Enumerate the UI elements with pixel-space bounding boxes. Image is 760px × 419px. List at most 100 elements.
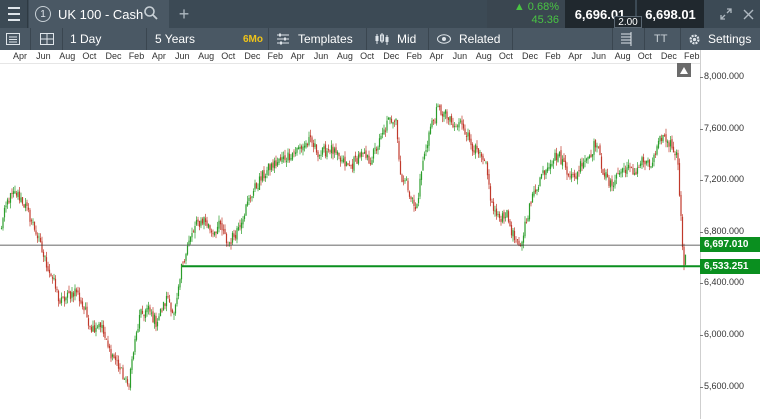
candle-body [519,245,522,246]
candle-body [630,167,633,169]
candle-body [144,310,147,318]
candle-body [155,315,157,327]
candle-body [89,326,91,327]
interval-selector[interactable]: 1 Day [70,32,102,46]
candle-body [38,236,40,238]
candle-body [189,236,192,242]
quick-range-6mo[interactable]: 6Mo [243,33,263,45]
candle-body [641,157,643,166]
candle-body [669,140,672,147]
candle-body [395,118,397,121]
range-selector[interactable]: 5 Years [155,32,196,46]
candle-body [537,187,540,191]
candle-body [416,204,418,209]
candle-body [554,152,556,161]
candle-body [623,168,625,170]
candle-body [62,296,64,298]
change-absolute: 45.36 [531,14,559,26]
candle-body [614,180,616,186]
candle-body [437,105,439,107]
candle-body [498,213,501,219]
text-tool-button[interactable]: TT [654,33,668,45]
candle-body [431,120,433,127]
settings-button[interactable]: Settings [708,32,752,46]
time-axis-label: Dec [522,51,539,61]
candle-body [147,305,150,310]
candle-body [59,300,61,304]
candle-body [563,157,565,162]
candle-body [461,120,463,125]
candle-body [539,177,541,187]
add-tab-button[interactable]: + [178,3,190,24]
spread-badge: 2.00 [614,16,642,28]
candle-body [27,207,30,210]
chart-list-icon[interactable] [6,28,26,50]
candle-body [171,310,174,313]
buy-price-button[interactable]: 6,698.01 [636,0,704,28]
related-button[interactable]: Related [459,32,501,46]
candle-body [659,136,661,142]
candle-body [12,191,15,195]
candle-body [467,132,469,137]
candle-body [98,323,100,328]
candle-body [261,171,264,181]
gear-icon[interactable] [688,28,704,50]
candle-body [684,254,687,265]
menu-button[interactable] [0,0,28,28]
candle-body [176,297,178,305]
candle-body [350,164,352,166]
price-type-selector[interactable]: Mid [397,32,417,46]
candle-body [285,160,288,162]
scroll-to-latest-icon[interactable] [677,63,691,77]
candle-body [629,166,631,168]
candle-body [129,368,132,388]
candle-body [116,360,118,362]
candle-body [164,303,166,306]
candle-body [30,220,33,222]
candle-body [401,174,403,183]
candle-body [453,125,456,127]
price-axis-tick [700,283,703,285]
candle-body [131,359,133,370]
price-chart[interactable] [0,64,700,419]
sell-price-button[interactable]: 6,696.01 [565,0,635,28]
candle-body [14,191,16,194]
candle-body [522,235,525,243]
candle-body [347,163,349,165]
candle-body [248,197,250,202]
candle-body [230,242,232,245]
candle-body [632,168,634,175]
expand-icon[interactable] [716,0,736,28]
candle-body [56,288,58,291]
close-icon[interactable] [738,0,758,28]
candle-body [525,222,528,223]
search-icon[interactable] [143,5,159,21]
candle-body [509,220,511,227]
candle-body [123,378,126,380]
change-percent: ▲ 0.68% [513,1,559,13]
candle-body [48,269,51,274]
candle-body [560,150,562,165]
candle-body [651,162,654,167]
layout-grid-icon[interactable] [40,28,60,50]
candle-body [552,160,555,164]
candle-body [413,199,415,207]
candle-body [617,173,619,174]
templates-button[interactable]: Templates [298,32,353,46]
candle-body [138,315,141,329]
candle-body [197,219,199,222]
candle-body [599,145,601,156]
candle-body [608,177,610,186]
price-axis[interactable] [700,50,760,419]
time-axis-label: Feb [545,51,561,61]
candle-body [477,148,480,155]
time-axis-label: Jun [36,51,51,61]
candle-body [219,221,222,225]
candle-body [618,173,621,175]
order-ticket-icon[interactable] [620,28,638,50]
candle-body [299,147,301,149]
candle-body [428,132,430,146]
instrument-tab[interactable]: 1 UK 100 - Cash [29,0,169,28]
candle-body [569,176,571,178]
candle-body [221,223,223,230]
